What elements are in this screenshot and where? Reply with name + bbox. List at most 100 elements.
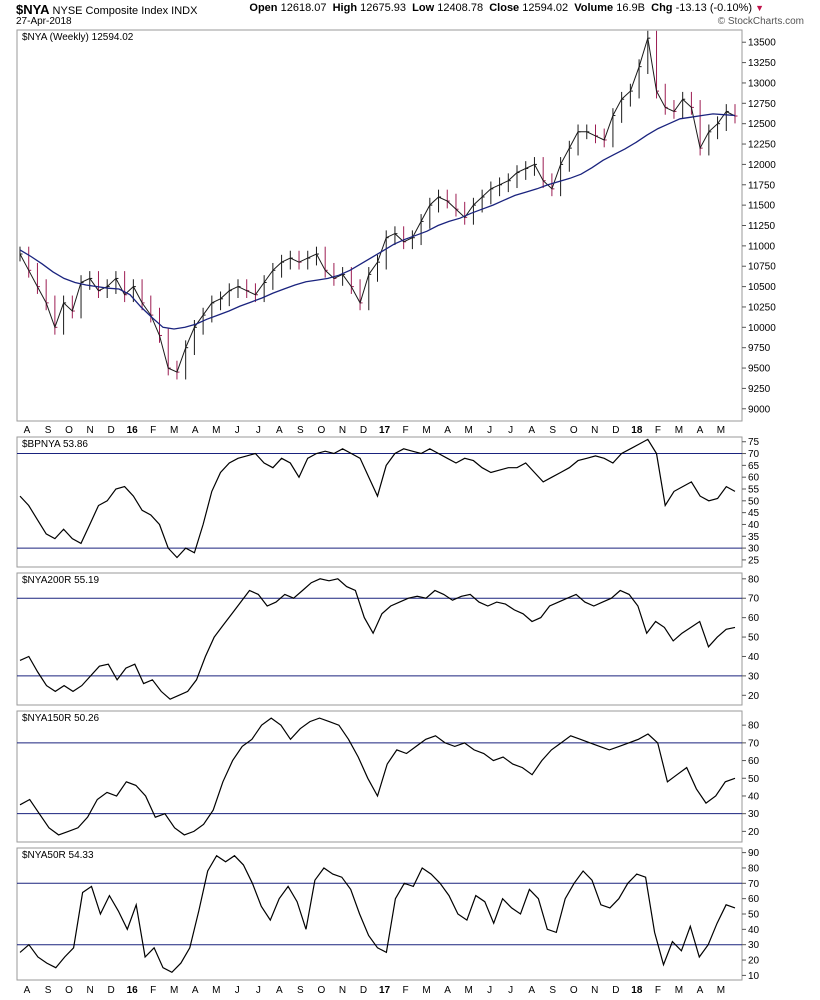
x-tick-label: J — [256, 425, 261, 436]
x-tick-label: M — [212, 985, 220, 996]
y-tick-label: 80 — [748, 574, 760, 585]
y-tick-label: 90 — [748, 848, 760, 859]
x-tick-label: N — [591, 425, 598, 436]
panel-frame — [16, 710, 743, 843]
y-tick-label: 50 — [748, 774, 760, 785]
high-value: 12675.93 — [360, 2, 407, 14]
y-tick-label: 80 — [748, 863, 760, 874]
x-tick-label: S — [297, 425, 304, 436]
x-tick-label: A — [192, 985, 199, 996]
y-tick-label: 70 — [748, 449, 760, 460]
x-tick-label: S — [45, 985, 52, 996]
x-tick-label: S — [549, 425, 556, 436]
x-tick-label: J — [487, 985, 492, 996]
y-tick-label: 70 — [748, 879, 760, 890]
x-tick-label: A — [528, 985, 535, 996]
y-tick-label: 65 — [748, 461, 760, 472]
x-tick-label: J — [508, 985, 513, 996]
indicator-line — [19, 717, 736, 836]
y-tick-label: 75 — [748, 437, 760, 448]
index-name: NYSE Composite Index — [52, 5, 169, 17]
x-tick-label: N — [591, 985, 598, 996]
change-value: -13.13 (-0.10%) — [675, 2, 753, 14]
moving-average-line — [19, 113, 736, 330]
y-tick-label: 9000 — [748, 404, 771, 415]
y-tick-label: 40 — [748, 520, 760, 531]
y-tick-label: 9750 — [748, 343, 771, 354]
x-tick-label: N — [339, 985, 346, 996]
y-tick-label: 10 — [748, 971, 760, 982]
x-tick-label: 16 — [127, 425, 139, 436]
chart-header: $NYA NYSE Composite Index INDX Open 1261… — [16, 2, 816, 17]
panel-label: $BPNYA 53.86 — [22, 439, 88, 450]
symbol: $NYA — [16, 2, 50, 17]
close-value: 12594.02 — [522, 2, 569, 14]
y-tick-label: 30 — [748, 671, 760, 682]
x-tick-label: O — [318, 425, 326, 436]
y-tick-label: 10500 — [748, 282, 776, 293]
y-tick-label: 12500 — [748, 119, 776, 130]
x-tick-label: 18 — [631, 425, 643, 436]
x-tick-label: O — [65, 985, 73, 996]
panel-5: 10 20 30 40 50 60 70 80 90 $NYA50R 54.33 — [16, 847, 760, 982]
x-tick-label: D — [612, 425, 619, 436]
x-tick-label: A — [444, 985, 451, 996]
panel-label: $NYA (Weekly) 12594.02 — [22, 32, 134, 43]
indicator-line — [19, 854, 736, 974]
y-tick-label: 10250 — [748, 302, 776, 313]
x-tick-label: J — [235, 425, 240, 436]
x-tick-label: A — [276, 985, 283, 996]
x-tick-label: A — [697, 985, 704, 996]
y-tick-label: 35 — [748, 532, 760, 543]
panel-frame — [16, 29, 743, 422]
indicator-line — [19, 438, 736, 559]
price-line — [19, 37, 736, 373]
open-value: 12618.07 — [280, 2, 327, 14]
panel-label: $NYA50R 54.33 — [22, 850, 94, 861]
x-tick-label: D — [360, 985, 367, 996]
x-tick-label: M — [422, 425, 430, 436]
exchange: INDX — [171, 5, 198, 17]
x-tick-label: M — [717, 425, 725, 436]
y-tick-label: 9250 — [748, 384, 771, 395]
x-tick-label: A — [276, 425, 283, 436]
x-tick-label: F — [150, 425, 156, 436]
y-tick-label: 50 — [748, 496, 760, 507]
y-tick-label: 11000 — [748, 241, 776, 252]
panel-3: 20 30 40 50 60 70 80 $NYA200R 55.19 — [16, 572, 760, 706]
y-tick-label: 80 — [748, 721, 760, 732]
x-tick-label: A — [444, 425, 451, 436]
x-tick-label: M — [717, 985, 725, 996]
y-tick-label: 20 — [748, 691, 760, 702]
panel-frame — [16, 847, 743, 981]
y-tick-label: 20 — [748, 956, 760, 967]
y-tick-label: 13250 — [748, 58, 776, 69]
y-tick-label: 45 — [748, 508, 760, 519]
low-value: 12408.78 — [437, 2, 484, 14]
x-tick-label: O — [570, 425, 578, 436]
x-tick-label: J — [256, 985, 261, 996]
x-tick-label: D — [108, 425, 115, 436]
y-tick-label: 40 — [748, 791, 760, 802]
x-tick-label: M — [464, 425, 472, 436]
chart-date: 27-Apr-2018 — [16, 16, 72, 27]
x-tick-label: 18 — [631, 985, 643, 996]
x-tick-label: D — [612, 985, 619, 996]
x-tick-label: A — [528, 425, 535, 436]
panel-frame — [16, 572, 743, 706]
ohlc-readout: Open 12618.07 High 12675.93 Low 12408.78… — [249, 2, 764, 14]
x-tick-label: M — [170, 985, 178, 996]
x-tick-label: S — [549, 985, 556, 996]
x-tick-label: F — [655, 985, 661, 996]
x-tick-label: A — [24, 985, 31, 996]
chart-subheader: 27-Apr-2018 © StockCharts.com — [16, 16, 816, 28]
y-tick-label: 55 — [748, 485, 760, 496]
y-tick-label: 50 — [748, 910, 760, 921]
x-tick-label: O — [65, 425, 73, 436]
x-tick-label: F — [402, 425, 408, 436]
x-tick-label: M — [422, 985, 430, 996]
x-tick-label: F — [402, 985, 408, 996]
panel-1: 9000 9250 9500 9750 10000 10250 10500 10750 1100… — [16, 29, 776, 422]
y-tick-label: 10000 — [748, 323, 776, 334]
x-tick-label: N — [339, 425, 346, 436]
